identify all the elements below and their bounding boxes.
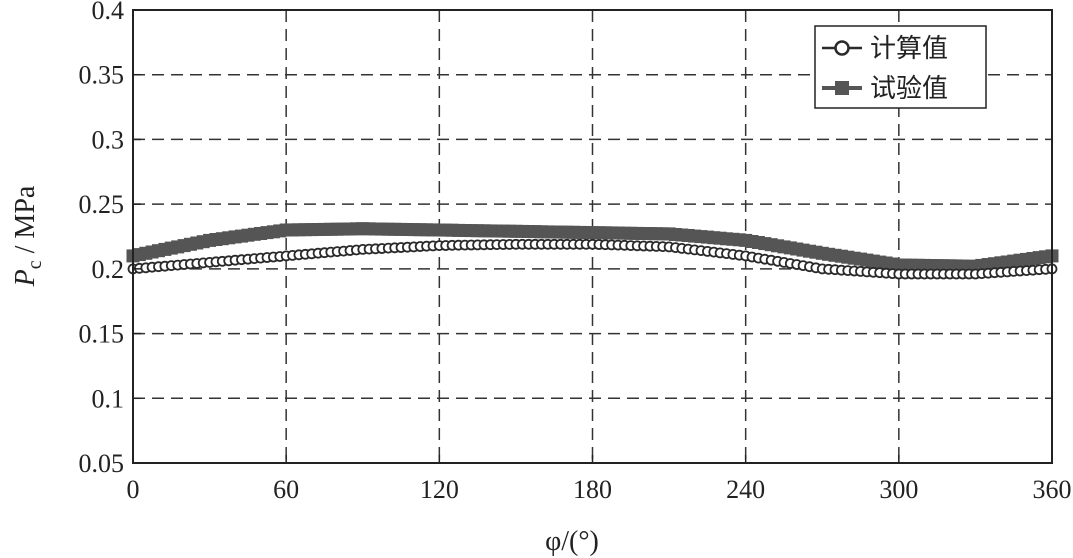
x-tick-label: 240 [726,475,765,504]
y-tick-label: 0.05 [79,449,125,478]
legend-marker-experimental [835,81,849,95]
y-axis-title-unit: / MPa [10,185,41,260]
y-tick-label: 0.15 [79,320,125,349]
legend-marker-calculated [834,40,850,56]
x-tick-label: 120 [420,475,459,504]
legend-label-experimental: 试验值 [870,74,948,104]
x-tick-label: 300 [879,475,918,504]
y-axis-title-subscript: c [24,260,46,269]
legend: 计算值 试验值 [814,25,987,109]
tick-labels: 0 60 120 180 240 300 360 0.05 0.1 0.15 0.2 0.25 0.3 0… [79,0,1072,504]
grid-lines [133,10,1052,463]
y-tick-label: 0.4 [92,0,125,25]
y-tick-label: 0.1 [92,384,125,413]
y-tick-label: 0.25 [79,190,125,219]
x-tick-label: 0 [127,475,140,504]
series-layer [126,222,1059,280]
y-axis-title: Pc / MPa [10,185,46,287]
y-axis-title-symbol: P [10,269,41,287]
y-tick-label: 0.2 [92,255,125,284]
x-axis-title: φ/(°) [545,526,599,557]
x-tick-label: 180 [573,475,612,504]
x-tick-label: 60 [273,475,299,504]
legend-label-calculated: 计算值 [870,34,948,64]
y-tick-label: 0.3 [92,125,125,154]
series-experimental [126,222,1059,273]
x-tick-label: 360 [1033,475,1072,504]
y-tick-label: 0.35 [79,61,125,90]
series-calculated [127,238,1058,280]
